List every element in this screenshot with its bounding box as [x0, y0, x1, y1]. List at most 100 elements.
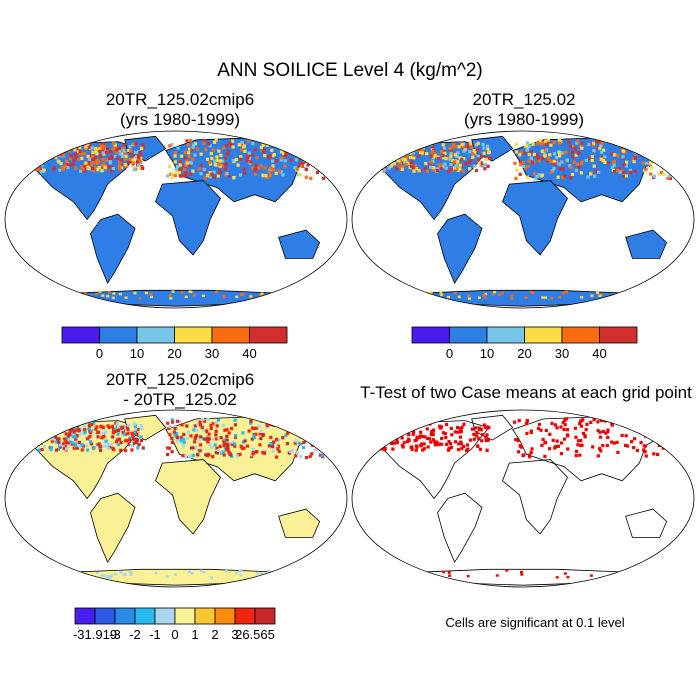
colorbar-p3-tick-8: 26.565: [235, 627, 275, 642]
grid-cell-p4-191: [598, 447, 602, 451]
grid-cell-p1-267: [204, 147, 208, 151]
grid-cell-p4-247: [643, 444, 648, 448]
grid-cell-p4-35: [407, 433, 411, 437]
grid-cell-p2-408: [568, 145, 572, 149]
grid-cell-p3-241: [57, 440, 61, 444]
grid-cell-p1-520: [107, 291, 111, 294]
grid-cell-p2-274: [589, 142, 593, 146]
grid-cell-p3-283: [245, 444, 250, 448]
grid-cell-p2-551: [600, 293, 604, 296]
grid-cell-p1-508: [253, 148, 257, 152]
grid-cell-p1-556: [189, 290, 193, 294]
grid-cell-p3-435: [206, 436, 210, 440]
grid-cell-p2-538: [580, 296, 584, 299]
grid-cell-p1-137: [121, 146, 125, 150]
grid-cell-p3-249: [51, 437, 55, 441]
grid-cell-p2-70: [474, 168, 479, 173]
grid-cell-p2-502: [612, 159, 616, 163]
grid-cell-p3-433: [240, 446, 244, 450]
map-p3-group: [4, 409, 348, 588]
grid-cell-p1-483: [265, 143, 269, 147]
grid-cell-p2-400: [559, 139, 563, 144]
grid-cell-p1-140: [123, 163, 127, 167]
grid-cell-p1-181: [102, 162, 106, 166]
landmass-africa: [155, 459, 221, 535]
grid-cell-p2-251: [483, 167, 487, 171]
grid-cell-p2-113: [431, 149, 435, 154]
grid-cell-p1-180: [140, 166, 145, 170]
grid-cell-p1-259: [91, 157, 95, 162]
grid-cell-p1-183: [82, 165, 87, 169]
grid-cell-p3-254: [80, 443, 84, 447]
grid-cell-p1-502: [206, 173, 210, 177]
grid-cell-p1-153: [115, 156, 119, 160]
grid-cell-p1-158: [94, 146, 98, 151]
grid-cell-p4-92: [487, 426, 491, 430]
grid-cell-p3-339: [199, 435, 203, 439]
grid-cell-p2-481: [667, 174, 671, 178]
colorbar-p3-tick-3: -1: [149, 627, 161, 642]
grid-cell-p3-413: [173, 427, 177, 431]
grid-cell-p2-50: [428, 163, 432, 167]
grid-cell-p3-328: [230, 442, 234, 446]
colorbar-p3-tick-5: 1: [191, 627, 198, 642]
grid-cell-p3-86: [131, 435, 135, 439]
grid-cell-p1-273: [178, 167, 182, 172]
grid-cell-p3-523: [188, 570, 191, 573]
grid-cell-p2-457: [581, 141, 585, 145]
grid-cell-p4-67: [472, 437, 476, 441]
grid-cell-p3-334: [214, 429, 218, 433]
grid-cell-p2-422: [518, 172, 522, 176]
grid-cell-p3-513: [228, 451, 232, 455]
grid-cell-p3-446: [233, 423, 238, 427]
grid-cell-p1-472: [249, 160, 253, 164]
grid-cell-p1-262: [242, 167, 246, 171]
landmass-africa: [155, 180, 221, 256]
grid-cell-p1-243: [118, 167, 122, 171]
grid-cell-p1-503: [183, 167, 187, 172]
colorbar-p1-tick-3: 30: [205, 346, 219, 361]
grid-cell-p4-257: [625, 444, 630, 448]
grid-cell-p1-286: [203, 176, 207, 180]
grid-cell-p1-248: [90, 167, 95, 171]
grid-cell-p4-270: [596, 454, 600, 458]
map-p2-group: [351, 130, 695, 309]
grid-cell-p1-47: [87, 145, 91, 149]
grid-cell-p3-484: [167, 426, 171, 430]
grid-cell-p4-22: [395, 441, 399, 445]
grid-cell-p3-178: [137, 442, 141, 447]
grid-cell-p2-222: [406, 161, 410, 166]
grid-cell-p3-30: [89, 442, 93, 446]
grid-cell-p2-433: [537, 173, 541, 177]
grid-cell-p1-115: [131, 164, 135, 168]
grid-cell-p3-265: [208, 442, 212, 447]
colorbar-p3-tick-6: 2: [211, 627, 218, 642]
grid-cell-p4-159: [574, 435, 578, 439]
grid-cell-p2-517: [590, 158, 594, 163]
grid-cell-p2-218: [409, 155, 413, 160]
grid-cell-p1-384: [190, 148, 194, 152]
grid-cell-p1-155: [65, 163, 69, 167]
grid-cell-p3-546: [114, 572, 117, 575]
grid-cell-p3-227: [106, 446, 110, 450]
grid-cell-p3-517: [203, 437, 207, 441]
grid-cell-p4-81: [419, 430, 423, 434]
grid-cell-p2-460: [571, 150, 575, 154]
grid-cell-p1-535: [184, 295, 188, 299]
grid-cell-p4-183: [539, 428, 543, 432]
grid-cell-p2-485: [573, 147, 577, 151]
map-boundary-p4: [351, 409, 695, 588]
grid-cell-p2-264: [579, 144, 583, 148]
grid-cell-p3-275: [193, 440, 197, 444]
grid-cell-p1-334: [174, 170, 178, 174]
grid-cell-p2-490: [525, 148, 529, 152]
grid-cell-p1-529: [171, 290, 175, 293]
grid-cell-p3-198: [130, 431, 134, 435]
grid-cell-p4-286: [519, 570, 523, 574]
grid-cell-p1-333: [263, 166, 267, 170]
grid-cell-p1-245: [109, 157, 113, 161]
grid-cell-p3-22: [80, 428, 84, 432]
grid-cell-p3-49: [116, 438, 120, 442]
grid-cell-p1-434: [221, 164, 225, 168]
grid-cell-p3-376: [215, 446, 219, 450]
